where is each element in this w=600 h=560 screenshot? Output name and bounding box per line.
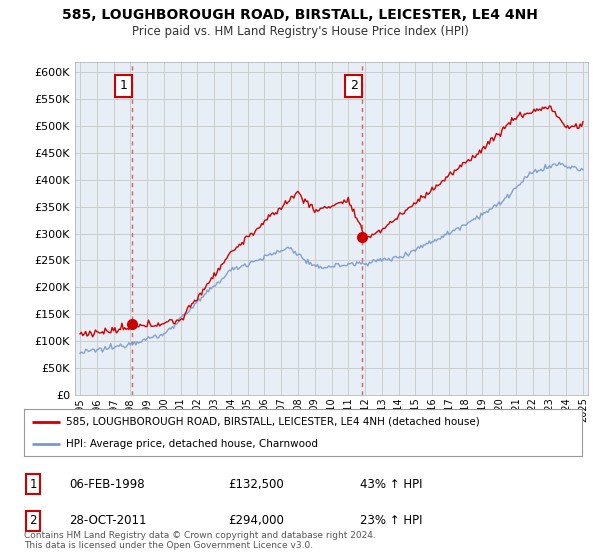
Text: 23% ↑ HPI: 23% ↑ HPI xyxy=(360,514,422,528)
Text: HPI: Average price, detached house, Charnwood: HPI: Average price, detached house, Char… xyxy=(66,438,318,449)
Text: 2: 2 xyxy=(350,80,358,92)
Text: £294,000: £294,000 xyxy=(228,514,284,528)
Text: 1: 1 xyxy=(119,80,128,92)
Text: 2: 2 xyxy=(29,514,37,528)
Text: Contains HM Land Registry data © Crown copyright and database right 2024.
This d: Contains HM Land Registry data © Crown c… xyxy=(24,530,376,550)
Text: 28-OCT-2011: 28-OCT-2011 xyxy=(69,514,146,528)
Text: 585, LOUGHBOROUGH ROAD, BIRSTALL, LEICESTER, LE4 4NH: 585, LOUGHBOROUGH ROAD, BIRSTALL, LEICES… xyxy=(62,8,538,22)
Text: 1: 1 xyxy=(29,478,37,491)
Text: 43% ↑ HPI: 43% ↑ HPI xyxy=(360,478,422,491)
Text: Price paid vs. HM Land Registry's House Price Index (HPI): Price paid vs. HM Land Registry's House … xyxy=(131,25,469,38)
Text: £132,500: £132,500 xyxy=(228,478,284,491)
Text: 06-FEB-1998: 06-FEB-1998 xyxy=(69,478,145,491)
Text: 585, LOUGHBOROUGH ROAD, BIRSTALL, LEICESTER, LE4 4NH (detached house): 585, LOUGHBOROUGH ROAD, BIRSTALL, LEICES… xyxy=(66,417,479,427)
